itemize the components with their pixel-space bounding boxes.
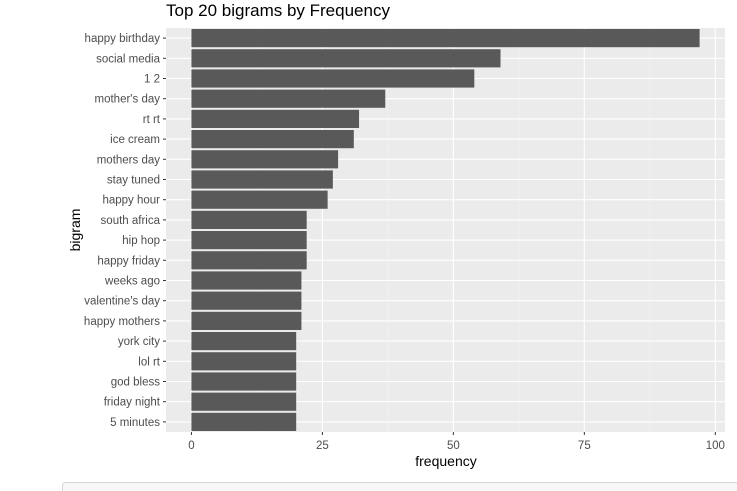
x-axis-title: frequency xyxy=(415,453,476,469)
y-tick-label: york city xyxy=(118,336,160,348)
bar xyxy=(191,251,307,270)
bottom-scroll-edge xyxy=(62,482,737,491)
bar xyxy=(191,412,297,431)
y-tick-label: 1 2 xyxy=(144,74,160,86)
bar xyxy=(191,291,302,310)
bar xyxy=(191,210,307,229)
bar xyxy=(191,150,339,169)
y-tick-label: south africa xyxy=(101,215,161,227)
y-tick-label: 5 minutes xyxy=(110,417,160,429)
bar xyxy=(191,89,386,108)
bar xyxy=(191,332,297,351)
y-tick-label: mother's day xyxy=(95,94,161,106)
y-tick-label: lol rt xyxy=(138,356,161,368)
x-tick-label: 50 xyxy=(447,440,460,452)
bar xyxy=(191,311,302,330)
y-tick-label: friday night xyxy=(104,397,161,409)
y-tick-label: hip hop xyxy=(122,235,160,247)
bar xyxy=(191,69,475,88)
bar xyxy=(191,49,501,68)
x-tick-label: 100 xyxy=(706,440,725,452)
y-tick-label: happy hour xyxy=(102,195,160,207)
bar xyxy=(191,392,297,411)
bar xyxy=(191,130,354,149)
bar xyxy=(191,271,302,290)
bar xyxy=(191,109,360,128)
y-tick-label: rt rt xyxy=(143,114,161,126)
y-axis-title: bigram xyxy=(67,209,83,252)
chart-title: Top 20 bigrams by Frequency xyxy=(166,1,390,20)
bar xyxy=(191,231,307,250)
bar xyxy=(191,190,328,209)
y-tick-label: happy mothers xyxy=(84,316,160,328)
bar xyxy=(191,372,297,391)
y-tick-label: social media xyxy=(96,53,161,65)
y-tick-label: happy friday xyxy=(97,255,160,267)
y-tick-label: mothers day xyxy=(97,154,161,166)
x-tick-label: 25 xyxy=(316,440,329,452)
y-tick-label: stay tuned xyxy=(107,175,160,187)
x-tick-label: 75 xyxy=(578,440,591,452)
plot-panel xyxy=(166,28,725,432)
y-tick-label: ice cream xyxy=(110,134,160,146)
x-axis: 0 25 50 75 100 xyxy=(188,432,725,452)
y-tick-label: weeks ago xyxy=(104,276,160,288)
y-tick-label: god bless xyxy=(111,377,160,389)
bar xyxy=(191,170,333,189)
bars xyxy=(191,29,700,431)
bar xyxy=(191,352,297,371)
y-axis: happy birthday social media 1 2 mother's da… xyxy=(84,33,166,429)
x-tick-label: 0 xyxy=(188,440,194,452)
y-tick-label: valentine's day xyxy=(84,296,160,308)
y-tick-label: happy birthday xyxy=(85,33,161,45)
bar xyxy=(191,29,700,48)
